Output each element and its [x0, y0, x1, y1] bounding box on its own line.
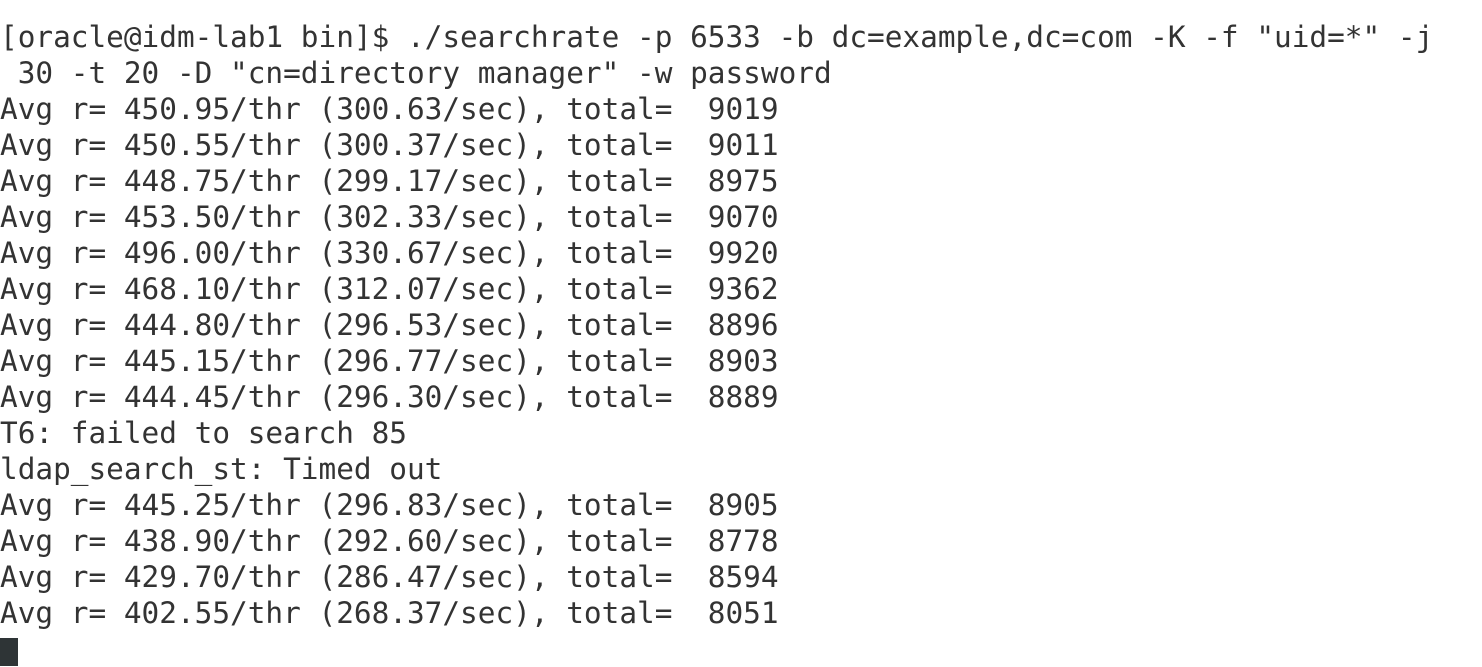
output-line: Avg r= 444.80/thr (296.53/sec), total= 8…	[0, 308, 779, 342]
cursor-line	[0, 631, 1433, 667]
output-line: Avg r= 450.55/thr (300.37/sec), total= 9…	[0, 128, 779, 162]
output-line: Avg r= 445.15/thr (296.77/sec), total= 8…	[0, 344, 779, 378]
error-line: T6: failed to search 85	[0, 416, 407, 450]
output-line: Avg r= 468.10/thr (312.07/sec), total= 9…	[0, 272, 779, 306]
terminal-output[interactable]: [oracle@idm-lab1 bin]$ ./searchrate -p 6…	[0, 19, 1433, 667]
output-line: Avg r= 448.75/thr (299.17/sec), total= 8…	[0, 164, 779, 198]
output-line: Avg r= 453.50/thr (302.33/sec), total= 9…	[0, 200, 779, 234]
output-line: Avg r= 438.90/thr (292.60/sec), total= 8…	[0, 524, 779, 558]
output-line: Avg r= 496.00/thr (330.67/sec), total= 9…	[0, 236, 779, 270]
error-line: ldap_search_st: Timed out	[0, 452, 443, 486]
output-line: Avg r= 445.25/thr (296.83/sec), total= 8…	[0, 488, 779, 522]
output-line: Avg r= 402.55/thr (268.37/sec), total= 8…	[0, 596, 779, 630]
command-line: [oracle@idm-lab1 bin]$ ./searchrate -p 6…	[0, 20, 1434, 54]
output-line: Avg r= 444.45/thr (296.30/sec), total= 8…	[0, 380, 779, 414]
terminal-cursor	[0, 638, 18, 666]
output-line: Avg r= 450.95/thr (300.63/sec), total= 9…	[0, 92, 779, 126]
output-line: Avg r= 429.70/thr (286.47/sec), total= 8…	[0, 560, 779, 594]
command-line-wrap: 30 -t 20 -D "cn=directory manager" -w pa…	[0, 56, 832, 90]
